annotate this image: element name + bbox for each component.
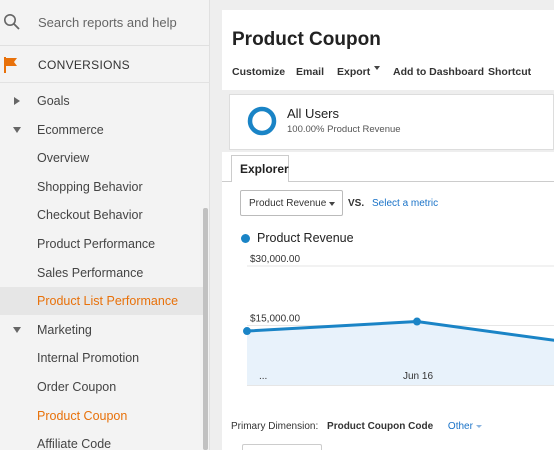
conversions-section[interactable]: CONVERSIONS <box>0 50 210 80</box>
sidebar: Search reports and help CONVERSIONS Goal… <box>0 0 210 450</box>
conversions-title: CONVERSIONS <box>38 58 130 72</box>
sidebar-search[interactable]: Search reports and help <box>0 0 210 46</box>
data-point[interactable] <box>413 317 421 326</box>
vs-label: VS. <box>348 198 365 209</box>
shortcut-button[interactable]: Shortcut <box>488 66 532 78</box>
sidebar-item-overview[interactable]: Overview <box>0 144 204 172</box>
sidebar-item-goals[interactable]: Goals <box>0 87 204 115</box>
email-button[interactable]: Email <box>296 66 325 78</box>
sidebar-item-label: Product Performance <box>37 237 156 251</box>
flag-icon <box>4 57 17 73</box>
search-input[interactable]: Search reports and help <box>38 15 177 30</box>
sidebar-item-shopping-behavior[interactable]: Shopping Behavior <box>0 173 204 201</box>
chevron-down-icon <box>475 424 482 428</box>
tab-explorer-label: Explorer <box>240 162 289 176</box>
primary-dimension-value[interactable]: Product Coupon Code <box>327 421 434 432</box>
explorer-panel: Explorer Product Revenue VS. Select a me… <box>222 152 554 450</box>
chevron-down-icon <box>329 202 335 206</box>
sidebar-item-label: Checkout Behavior <box>37 208 143 223</box>
metric-select[interactable]: Product Revenue <box>240 190 343 216</box>
segment-name: All Users <box>287 106 340 121</box>
primary-dimension-label: Primary Dimension: <box>231 421 319 432</box>
data-point[interactable] <box>243 327 251 336</box>
segment-subtitle: 100.00% Product Revenue <box>287 124 401 135</box>
sidebar-divider <box>0 82 210 83</box>
legend-dot <box>241 234 250 243</box>
sidebar-item-label: Marketing <box>37 322 92 337</box>
sidebar-item-label: Product Coupon <box>37 408 128 423</box>
sidebar-scrollbar[interactable] <box>203 208 208 450</box>
revenue-chart[interactable]: $30,000.00 $15,000.00... Jun 16 <box>222 248 554 388</box>
sidebar-item-marketing[interactable]: Marketing <box>0 316 204 344</box>
x-tick-label: Jun 16 <box>403 371 433 382</box>
export-label: Export <box>337 66 371 78</box>
add-to-dashboard-button[interactable]: Add to Dashboard <box>393 66 484 78</box>
sidebar-item-product-coupon[interactable]: Product Coupon <box>0 402 204 430</box>
sidebar-item-label: Overview <box>37 151 90 166</box>
sidebar-item-label: Shopping Behavior <box>37 179 143 194</box>
y-tick-label: $30,000.00 <box>250 254 300 265</box>
sidebar-item-label: Order Coupon <box>37 380 117 394</box>
segment-ring-icon <box>247 106 277 136</box>
tab-divider <box>222 181 554 182</box>
sidebar-item-label: Affiliate Code <box>37 437 112 450</box>
customize-button[interactable]: Customize <box>232 66 286 78</box>
metric-select-value: Product Revenue <box>249 198 327 209</box>
export-button[interactable]: Export <box>337 66 381 78</box>
primary-dimension-bar: Primary Dimension: Product Coupon Code O… <box>231 421 482 432</box>
primary-dimension-other[interactable]: Other <box>448 421 482 432</box>
sidebar-item-internal-promotion[interactable]: Internal Promotion <box>0 344 204 372</box>
caret-right-icon <box>14 97 20 105</box>
sidebar-item-label: Ecommerce <box>37 122 104 137</box>
other-label: Other <box>447 421 473 432</box>
secondary-dimension-select[interactable] <box>242 444 322 450</box>
caret-down-icon <box>13 326 21 333</box>
sidebar-item-label: Internal Promotion <box>37 351 140 366</box>
y-tick-label: $15,000.00 <box>250 314 300 325</box>
sidebar-item-product-performance[interactable]: Product Performance <box>0 230 204 258</box>
sidebar-item-order-coupon[interactable]: Order Coupon <box>0 373 204 401</box>
search-icon <box>4 14 20 30</box>
tab-explorer[interactable]: Explorer <box>231 155 289 182</box>
sidebar-item-label: Sales Performance <box>37 265 144 280</box>
chevron-down-icon <box>374 66 381 70</box>
caret-down-icon <box>13 126 21 133</box>
main-content: Product Coupon Customize Email Export Ad… <box>210 0 554 450</box>
x-tick-label: ... <box>259 371 267 382</box>
legend-label: Product Revenue <box>257 231 354 245</box>
segment-card[interactable]: All Users 100.00% Product Revenue <box>229 94 554 150</box>
series-area <box>247 321 554 385</box>
report-header: Product Coupon Customize Email Export Ad… <box>222 10 554 90</box>
sidebar-item-checkout-behavior[interactable]: Checkout Behavior <box>0 201 204 229</box>
select-metric-link[interactable]: Select a metric <box>372 198 439 209</box>
page-title: Product Coupon <box>232 29 381 50</box>
sidebar-item-product-list-performance[interactable]: Product List Performance <box>0 287 204 316</box>
sidebar-item-label: Goals <box>37 94 70 108</box>
sidebar-item-label: Product List Performance <box>37 294 179 309</box>
sidebar-item-ecommerce[interactable]: Ecommerce <box>0 116 204 144</box>
sidebar-item-affiliate-code[interactable]: Affiliate Code <box>0 430 204 450</box>
sidebar-item-sales-performance[interactable]: Sales Performance <box>0 259 204 287</box>
